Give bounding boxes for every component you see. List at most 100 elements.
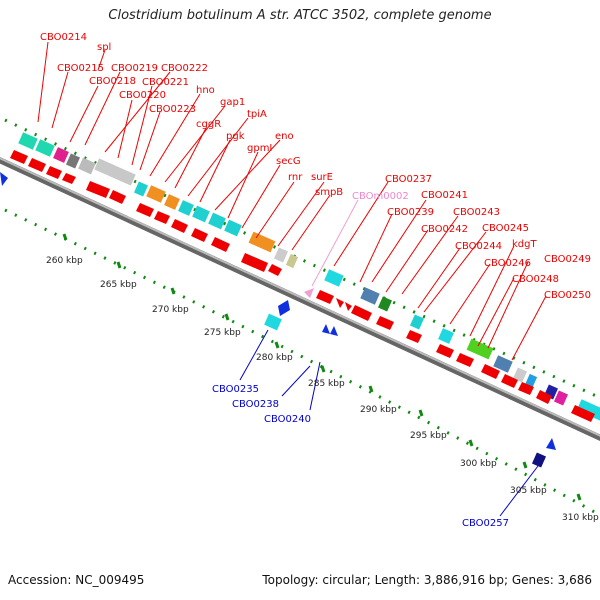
gene-arrow (86, 181, 110, 198)
feature-box (248, 231, 276, 253)
gene-label: secG (276, 156, 301, 167)
gene-label: hno (196, 85, 215, 96)
accession-text: Accession: NC_009495 (8, 573, 145, 587)
feature-box (493, 355, 513, 373)
genome-summary-text: Topology: circular; Length: 3,886,916 bp… (262, 573, 592, 587)
kbp-labels: 260 kbp 265 kbp 270 kbp 275 kbp 280 kbp … (46, 256, 599, 523)
feature-box (576, 399, 600, 421)
feature-box (285, 253, 299, 269)
feature-box (146, 185, 166, 203)
tick-guides (4, 118, 600, 517)
kbp-label: 290 kbp (360, 405, 397, 415)
map-title: Clostridium botulinum A str. ATCC 3502, … (108, 8, 492, 23)
gene-label: spl (97, 42, 111, 53)
gene-label: CBO0220 (119, 90, 166, 101)
gene-labels: CBO0214 spl CBO0215 CBO0218 CBO0219 CBO0… (40, 32, 591, 529)
gene-arrow (376, 316, 394, 330)
gene-arrow (316, 290, 334, 304)
gene-arrow (501, 374, 518, 388)
label-leaders-blue (239, 329, 539, 517)
label-leader-pink (311, 199, 359, 287)
gene-label: CBO0249 (544, 254, 591, 265)
gene-arrow (46, 166, 62, 179)
gene-label-pink: CBOm0002 (352, 191, 409, 202)
gene-label: CBO0218 (89, 76, 136, 87)
gene-arrow (62, 173, 76, 184)
gene-label: cggR (196, 119, 221, 130)
gene-arrow-reverse (322, 324, 330, 334)
gene-arrow-reverse (0, 172, 8, 186)
feature-box (466, 338, 494, 360)
gene-label: tpiA (247, 109, 267, 120)
kbp-label: 305 kbp (510, 486, 547, 496)
feature-box (438, 328, 454, 344)
genome-backbone (0, 157, 600, 442)
gene-arrow (456, 353, 474, 367)
gene-label: CBO0250 (544, 290, 591, 301)
gene-label: CBO0221 (142, 77, 189, 88)
gene-arrow (268, 264, 282, 276)
gene-label-blue: CBO0238 (232, 399, 279, 410)
gene-arrow (191, 228, 208, 242)
gene-arrow (241, 253, 268, 272)
kbp-ticks (62, 233, 582, 501)
reverse-features (0, 172, 556, 468)
gene-label: smpB (315, 187, 343, 198)
gene-label: CBO0237 (385, 174, 432, 185)
feature-box (164, 194, 180, 210)
gene-label: CBO0215 (57, 63, 104, 74)
gene-arrow (154, 211, 170, 224)
feature-box (224, 219, 242, 237)
gene-arrow (481, 364, 500, 379)
feature-box (208, 212, 226, 230)
label-leaders (37, 41, 547, 361)
gene-label: CBO0244 (455, 241, 502, 252)
kbp-label: 275 kbp (204, 328, 241, 338)
gene-label: CBO0239 (387, 207, 434, 218)
feature-box (178, 200, 194, 216)
gene-label: CBO0246 (484, 258, 531, 269)
gene-label: gap1 (220, 97, 245, 108)
kbp-label: 295 kbp (410, 431, 447, 441)
feature-box (360, 287, 380, 305)
feature-box (18, 132, 38, 150)
gene-label: CBO0243 (453, 207, 500, 218)
gene-label-blue: CBO0240 (264, 414, 311, 425)
kbp-label: 300 kbp (460, 459, 497, 469)
gene-label: CBO0245 (482, 223, 529, 234)
gene-arrow (436, 344, 454, 358)
feature-box (264, 313, 282, 331)
gene-arrow (211, 237, 230, 252)
gene-arrow (10, 150, 28, 164)
feature-box (35, 139, 55, 157)
gene-arrow (571, 405, 595, 422)
gene-label: CBO0223 (149, 104, 196, 115)
small-gene-markers (336, 298, 352, 311)
gene-arrow (136, 203, 154, 217)
feature-boxes (18, 132, 600, 421)
gene-label-blue: CBO0257 (462, 518, 509, 529)
gene-arrow-reverse (546, 438, 556, 450)
gene-label: surE (311, 172, 333, 183)
gene-arrow (351, 305, 372, 321)
gene-label: CBO0214 (40, 32, 87, 43)
gene-arrow-reverse (330, 326, 338, 336)
gene-label: CBO0248 (512, 274, 559, 285)
gene-arrow (518, 382, 534, 395)
feature-box (94, 158, 136, 186)
gene-label: CBO0222 (161, 63, 208, 74)
feature-box (409, 314, 425, 330)
feature-box (278, 300, 290, 316)
kbp-label: 265 kbp (100, 280, 137, 290)
gene-label: CBO0241 (421, 190, 468, 201)
gene-label: rnr (288, 172, 303, 183)
feature-box (53, 147, 69, 163)
gene-label: CBO0219 (111, 63, 158, 74)
feature-box (192, 205, 210, 223)
rna-marker (304, 288, 314, 298)
feature-box (65, 153, 81, 169)
forward-gene-arrows (10, 150, 595, 422)
gene-arrow (406, 330, 422, 343)
kbp-label: 285 kbp (308, 379, 345, 389)
